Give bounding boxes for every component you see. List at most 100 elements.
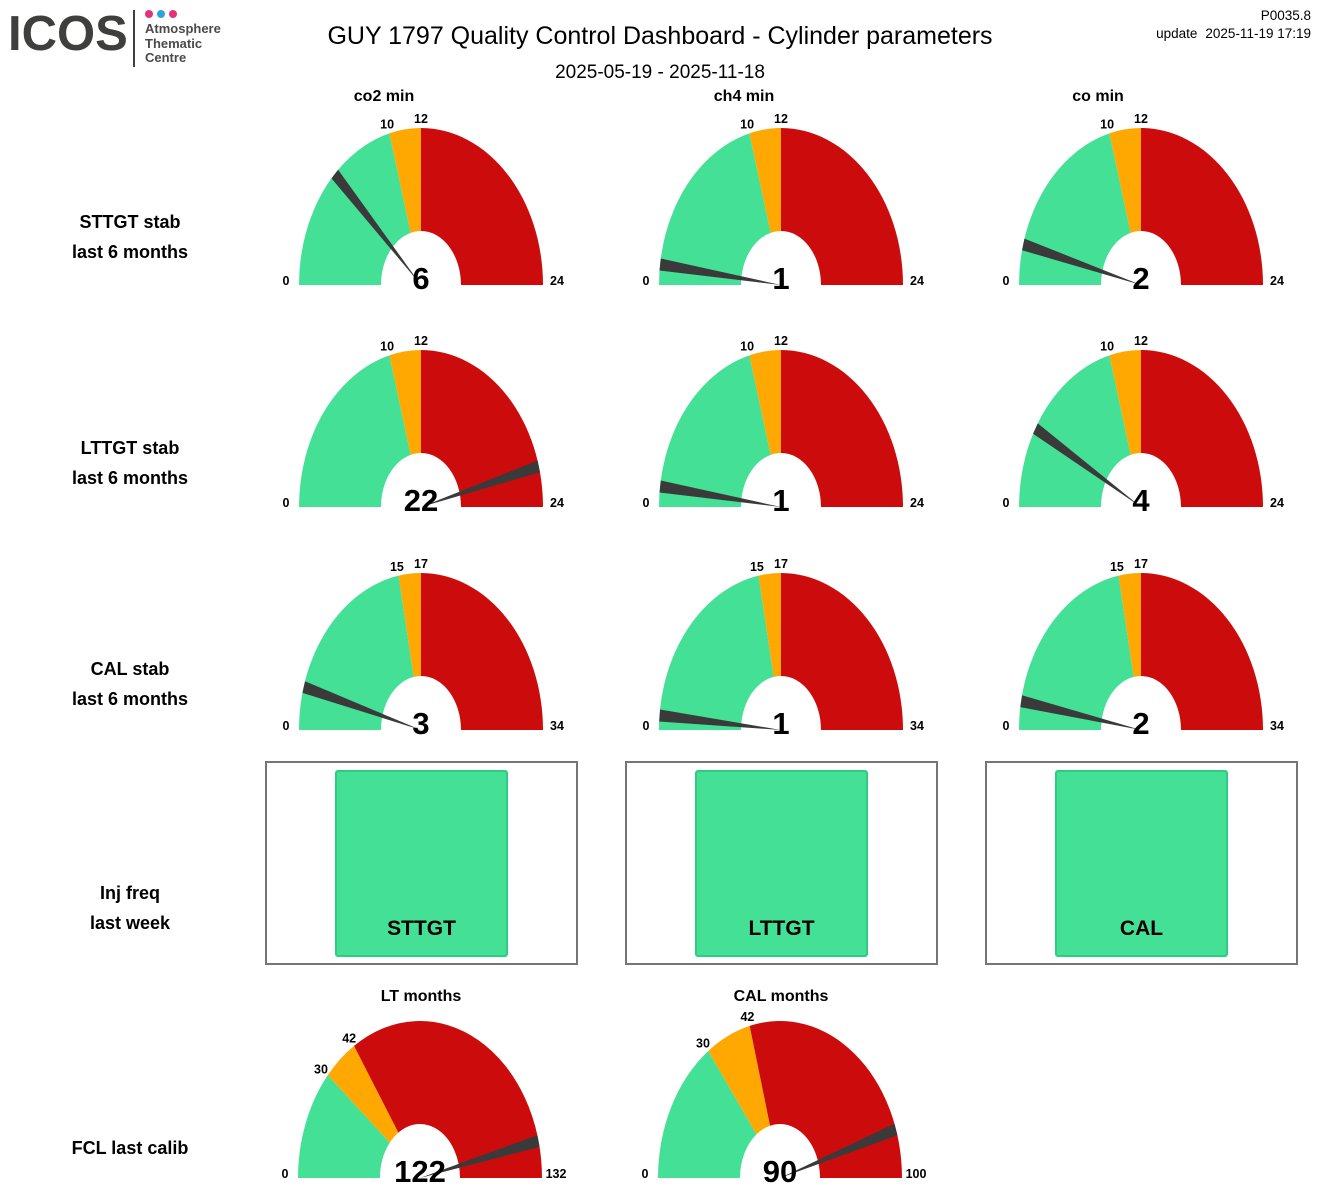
product-id: P0035.8 [1260, 8, 1311, 23]
icos-logo: ICOS [8, 7, 128, 61]
indicator-box-sttgt: STTGT [265, 761, 578, 965]
gauge-band-critical [421, 573, 543, 730]
gauge-needle [659, 480, 781, 507]
gauge-lttgt-stab-co2-min: 0 24 10 12 22 [271, 319, 571, 519]
gauge-tick-max: 34 [550, 719, 564, 733]
gauge-band-critical [781, 350, 903, 507]
update-datetime: 2025-11-19 17:19 [1205, 26, 1311, 41]
gauge-cal-stab-co-min: 0 34 15 17 2 [991, 542, 1291, 742]
gauge-tick-threshold-0: 15 [750, 560, 764, 574]
gauge-sttgt-stab-co-min: 0 24 10 12 2 [991, 97, 1291, 297]
gauge-value: 6 [412, 261, 429, 296]
gauge-band-warning [1109, 350, 1141, 455]
gauge-band-good [659, 575, 774, 730]
gauge-tick-max: 24 [1270, 274, 1284, 288]
gauge-needle [1033, 423, 1141, 507]
gauge-tick-max: 24 [1270, 496, 1284, 510]
gauge-tick-max: 34 [1270, 719, 1284, 733]
gauge-needle [302, 681, 421, 730]
logo-dot-pink-icon [145, 10, 153, 18]
gauge-needle [659, 258, 781, 285]
indicator-label-lttgt: LTTGT [748, 917, 815, 940]
gauge-tick-threshold-0: 10 [1100, 340, 1114, 354]
logo-dot-pink2-icon [169, 10, 177, 18]
gauge-lttgt-stab-ch4-min: 0 24 10 12 1 [631, 319, 931, 519]
gauge-tick-threshold-0: 10 [740, 340, 754, 354]
row-label-fcl-last-calib: FCL last calib [71, 1138, 189, 1158]
logo-subtitle-line: Thematic [145, 35, 203, 51]
gauge-band-critical [421, 128, 543, 285]
gauge-band-good [658, 1050, 757, 1178]
gauge-needle [1022, 238, 1141, 285]
gauge-value: 90 [763, 1154, 797, 1189]
gauge-tick-min: 0 [283, 496, 290, 510]
gauge-band-critical [1141, 350, 1263, 507]
column-header-ch4-min: ch4 min [713, 88, 775, 105]
gauge-tick-min: 0 [643, 719, 650, 733]
gauge-sttgt-stab-co2-min: 0 24 10 12 6 [271, 97, 571, 297]
indicator-label-cal: CAL [1119, 917, 1164, 940]
gauge-band-good [1019, 133, 1131, 285]
gauge-band-warning [749, 350, 781, 455]
gauge-value: 4 [1132, 483, 1150, 518]
gauge-band-warning [327, 1045, 399, 1143]
gauge-band-good [299, 355, 411, 507]
gauge-svg-cal-months: 0 100 30 42 90 [642, 1010, 927, 1189]
gauge-tick-min: 0 [283, 719, 290, 733]
gauge-lt-months: 0 132 30 42 122 [270, 990, 570, 1190]
gauge-tick-threshold-0: 10 [380, 340, 394, 354]
row-label-sttgt-stab: STTGT stab last 6 months [71, 212, 189, 262]
gauge-band-critical [1141, 128, 1263, 285]
row-label-lttgt-stab: LTTGT stab last 6 months [71, 438, 189, 488]
logo-subtitle: Atmosphere Thematic Centre [145, 21, 221, 66]
gauge-title-cal-months: CAL months [733, 988, 829, 1005]
gauge-band-warning [708, 1025, 771, 1135]
indicator-status-square-lttgt: LTTGT [695, 770, 868, 957]
gauge-title-lt-months: LT months [380, 988, 462, 1005]
gauge-tick-max: 100 [906, 1167, 927, 1181]
logo-subtitle-line: Centre [145, 50, 187, 65]
gauge-band-good [299, 133, 411, 285]
gauge-value: 2 [1132, 706, 1149, 741]
gauge-sttgt-stab-ch4-min: 0 24 10 12 1 [631, 97, 931, 297]
gauge-band-warning [398, 573, 421, 677]
row-label-cal-stab: CAL stab last 6 months [71, 659, 189, 709]
gauge-band-critical [781, 128, 903, 285]
gauge-band-critical [1141, 573, 1263, 730]
gauge-needle [331, 169, 421, 285]
gauge-svg-sttgt-stab-ch4-min: 0 24 10 12 1 [643, 112, 924, 296]
gauge-tick-threshold-1: 42 [342, 1031, 356, 1045]
gauge-band-warning [758, 573, 781, 677]
logo-subtitle-line: Atmosphere [145, 21, 221, 36]
gauge-tick-threshold-0: 10 [380, 118, 394, 132]
gauge-tick-threshold-1: 12 [414, 334, 428, 348]
gauge-tick-threshold-0: 15 [390, 560, 404, 574]
gauge-tick-threshold-1: 12 [774, 334, 788, 348]
gauge-tick-threshold-1: 17 [1134, 557, 1148, 571]
gauge-svg-lttgt-stab-co-min: 0 24 10 12 4 [1003, 334, 1284, 518]
gauge-band-good [1019, 355, 1131, 507]
gauge-svg-cal-stab-co-min: 0 34 15 17 2 [1003, 557, 1284, 741]
gauge-tick-max: 132 [546, 1167, 567, 1181]
logo-dot-blue-icon [157, 10, 165, 18]
gauge-tick-min: 0 [1003, 719, 1010, 733]
update-timestamp: update 2025-11-19 17:19 [1156, 26, 1311, 41]
gauge-svg-sttgt-stab-co-min: 0 24 10 12 2 [1003, 112, 1284, 296]
gauge-tick-max: 24 [550, 274, 564, 288]
gauge-needle [420, 1135, 540, 1178]
gauge-tick-min: 0 [642, 1167, 649, 1181]
gauge-svg-lttgt-stab-ch4-min: 0 24 10 12 1 [643, 334, 924, 518]
gauge-tick-threshold-0: 30 [314, 1062, 328, 1076]
gauge-tick-threshold-0: 30 [696, 1037, 710, 1051]
date-range: 2025-05-19 - 2025-11-18 [555, 62, 765, 83]
column-header-co-min: co min [1072, 88, 1124, 105]
indicator-box-cal: CAL [985, 761, 1298, 965]
gauge-value: 22 [404, 483, 438, 518]
gauge-band-good [659, 133, 771, 285]
gauge-value: 3 [412, 706, 429, 741]
gauge-svg-cal-stab-ch4-min: 0 34 15 17 1 [643, 557, 924, 741]
gauge-band-warning [749, 128, 781, 233]
gauge-band-warning [389, 128, 421, 233]
gauge-tick-max: 24 [550, 496, 564, 510]
gauge-tick-threshold-1: 17 [414, 557, 428, 571]
